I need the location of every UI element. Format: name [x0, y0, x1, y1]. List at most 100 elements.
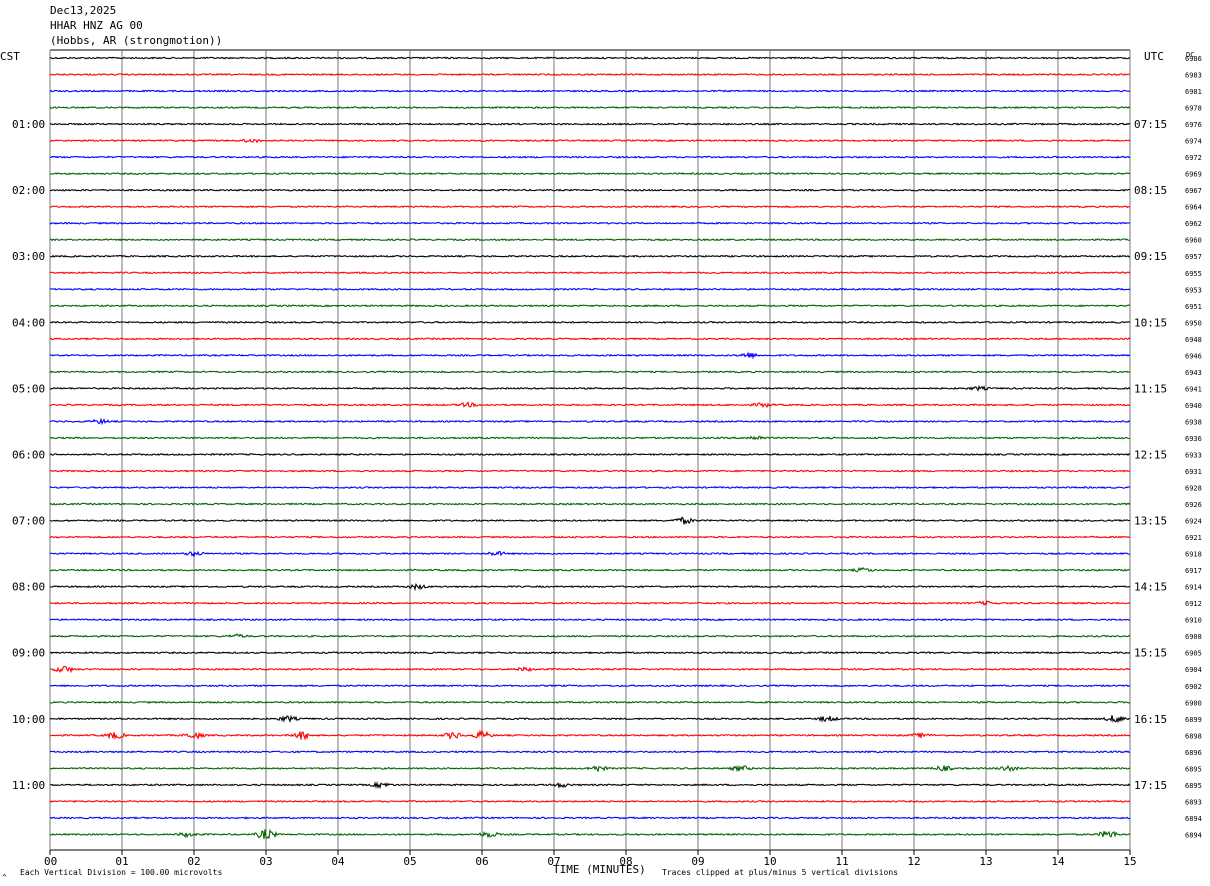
right-time-label: 17:15: [1134, 779, 1167, 792]
seismogram-trace: [49, 582, 1131, 592]
dc-value-label: 6941: [1185, 385, 1202, 393]
seismogram-trace: [49, 271, 1131, 275]
seismogram-trace: [49, 417, 1131, 426]
right-axis-label: UTC: [1144, 50, 1164, 63]
seismogram-trace: [49, 89, 1131, 93]
seismogram-trace: [49, 337, 1131, 341]
seismogram-trace: [49, 106, 1131, 110]
scale-note: Each Vertical Division = 100.00 microvol…: [20, 868, 222, 877]
seismogram-trace: [49, 155, 1131, 159]
left-time-label: 06:00: [12, 448, 45, 461]
dc-value-label: 6924: [1185, 518, 1202, 526]
dc-value-label: 6902: [1185, 683, 1202, 691]
dc-value-label: 6905: [1185, 650, 1202, 658]
dc-value-label: 6967: [1185, 187, 1202, 195]
seismogram-trace: [49, 618, 1131, 622]
dc-value-label: 6953: [1185, 286, 1202, 294]
seismogram-trace: [49, 221, 1131, 225]
corner-mark: ^: [2, 873, 7, 882]
dc-value-label: 6928: [1185, 485, 1202, 493]
chart-date: Dec13,2025: [50, 4, 117, 17]
dc-value-label: 6972: [1185, 154, 1202, 162]
right-time-label: 14:15: [1134, 581, 1167, 594]
dc-value-label: 6893: [1185, 798, 1202, 806]
right-time-label: 12:15: [1134, 448, 1167, 461]
seismogram-trace: [49, 714, 1131, 724]
dc-value-label: 6926: [1185, 501, 1202, 509]
dc-value-label: 6895: [1185, 765, 1202, 773]
seismogram-trace: [49, 764, 1131, 773]
x-tick-label: 01: [115, 855, 128, 868]
seismogram-trace: [49, 502, 1131, 506]
seismogram-trace: [49, 435, 1131, 441]
seismogram-trace: [49, 320, 1131, 324]
seismogram-trace: [49, 700, 1131, 704]
left-time-label: 04:00: [12, 316, 45, 329]
seismogram-trace: [49, 401, 1131, 409]
seismogram-trace: [49, 452, 1131, 457]
dc-value-label: 6896: [1185, 749, 1202, 757]
seismogram-trace: [49, 370, 1131, 374]
seismogram-trace: [49, 205, 1131, 209]
left-time-label: 10:00: [12, 713, 45, 726]
chart-grid: [49, 49, 1131, 855]
seismogram-trace: [49, 516, 1131, 525]
dc-value-label: 6898: [1185, 732, 1202, 740]
seismogram-trace: [49, 188, 1131, 192]
dc-value-label: 6899: [1185, 716, 1202, 724]
left-time-label: 01:00: [12, 118, 45, 131]
seismogram-trace: [49, 550, 1131, 558]
dc-value-label: 6900: [1185, 699, 1202, 707]
dc-value-label: 6917: [1185, 567, 1202, 575]
x-tick-label: 15: [1123, 855, 1136, 868]
seismogram-trace: [49, 138, 1131, 144]
dc-value-label: 6960: [1185, 237, 1202, 245]
x-tick-label: 09: [691, 855, 704, 868]
chart-station: HHAR HNZ AG 00: [50, 19, 143, 32]
seismogram-trace: [49, 254, 1131, 258]
dc-value-label: 6938: [1185, 418, 1202, 426]
dc-value-label: 6914: [1185, 584, 1202, 592]
dc-value-label: 6955: [1185, 270, 1202, 278]
dc-value-label: 6931: [1185, 468, 1202, 476]
seismogram-trace: [49, 72, 1131, 77]
x-tick-label: 08: [619, 855, 632, 868]
dc-label: DC: [1186, 51, 1194, 59]
seismogram-trace: [49, 304, 1131, 308]
seismogram-trace: [49, 469, 1131, 473]
seismogram-trace: [49, 816, 1131, 820]
seismogram-trace: [49, 684, 1131, 688]
seismogram-trace: [49, 351, 1131, 360]
seismogram-trace: [49, 287, 1131, 291]
seismogram-trace: [49, 665, 1131, 674]
left-time-label: 03:00: [12, 250, 45, 263]
chart-location: (Hobbs, AR (strongmotion)): [50, 34, 223, 47]
seismogram-trace: [49, 566, 1131, 573]
dc-value-label: 6957: [1185, 253, 1202, 261]
x-axis-title: TIME (MINUTES): [553, 863, 646, 876]
left-time-label: 07:00: [12, 515, 45, 528]
dc-value-label: 6950: [1185, 319, 1202, 327]
dc-value-label: 6936: [1185, 435, 1202, 443]
left-time-label: 09:00: [12, 647, 45, 660]
seismogram-trace: [49, 781, 1131, 790]
seismogram-trace: [49, 750, 1131, 754]
seismogram-trace: [49, 799, 1131, 803]
dc-value-label: 6976: [1185, 121, 1202, 129]
seismogram-trace: [49, 651, 1131, 655]
x-tick-label: 06: [475, 855, 488, 868]
dc-value-label: 6974: [1185, 138, 1202, 146]
left-time-label: 08:00: [12, 581, 45, 594]
left-time-label: 05:00: [12, 382, 45, 395]
x-tick-label: 00: [44, 855, 57, 868]
dc-value-label: 6895: [1185, 782, 1202, 790]
axis-labels: CST UTC DC TIME (MINUTES) Each Vertical …: [0, 50, 1202, 882]
dc-value-label: 6894: [1185, 815, 1202, 823]
seismogram-trace: [49, 172, 1131, 176]
right-time-label: 10:15: [1134, 316, 1167, 329]
clip-note: Traces clipped at plus/minus 5 vertical …: [662, 868, 898, 877]
dc-value-label: 6986: [1185, 55, 1202, 63]
seismogram-trace: [49, 600, 1131, 607]
x-tick-label: 13: [979, 855, 992, 868]
trace-layer: [49, 56, 1131, 840]
